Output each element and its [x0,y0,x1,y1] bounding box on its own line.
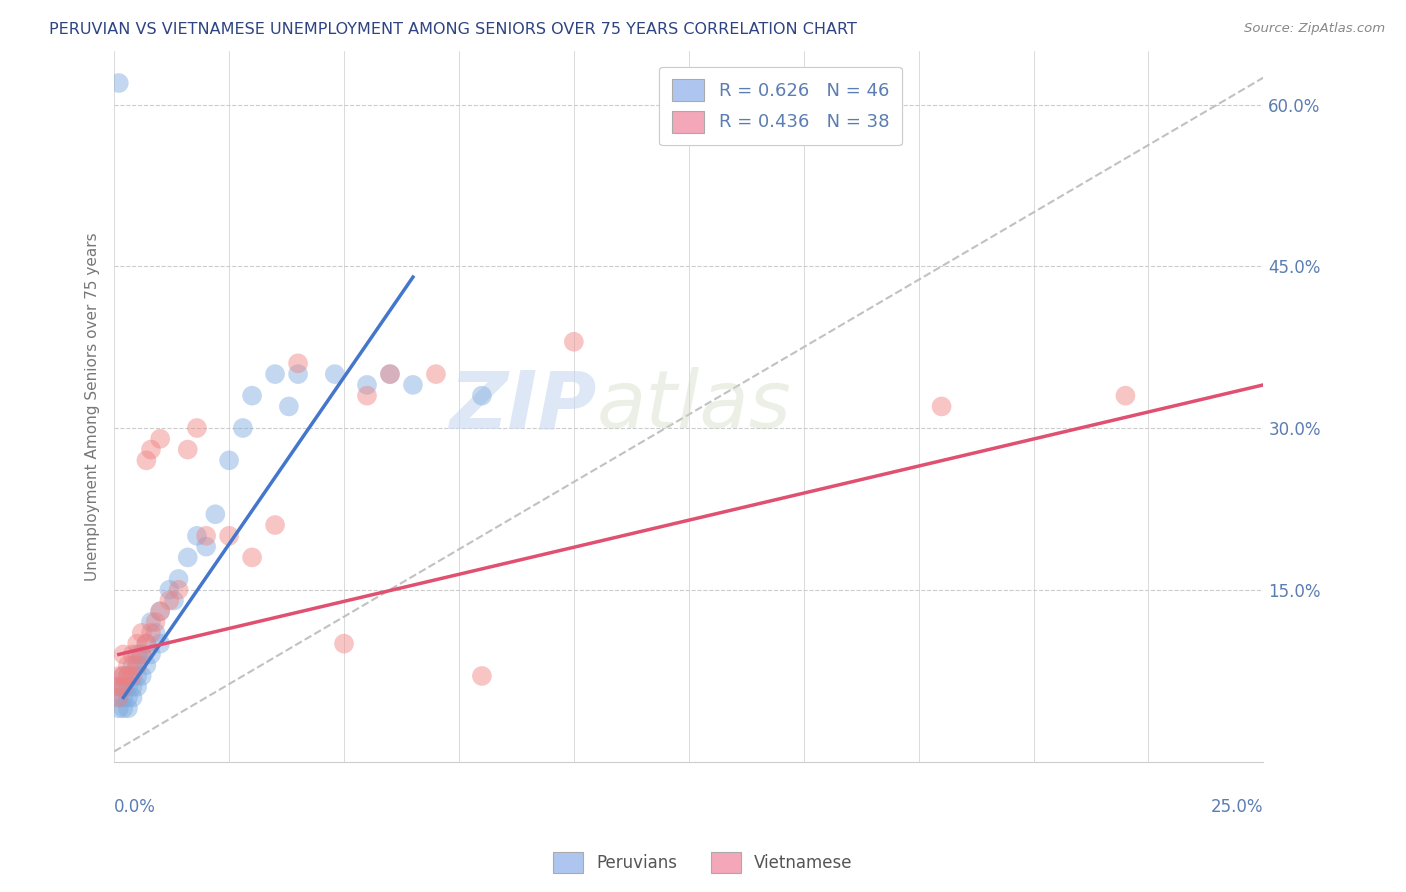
Point [931,400,953,414]
Point [264,367,287,381]
Point [127,680,149,694]
Point [135,658,157,673]
Point [127,658,149,673]
Point [149,604,172,618]
Point [131,648,153,662]
Point [139,648,162,662]
Point [157,593,180,607]
Point [149,604,172,618]
Point [333,637,356,651]
Point [204,508,226,522]
Point [167,572,190,586]
Point [232,421,254,435]
Point [127,658,149,673]
Point [107,701,129,715]
Text: ZIP: ZIP [450,368,596,445]
Point [145,615,167,629]
Point [117,669,139,683]
Point [107,690,129,705]
Point [177,442,200,457]
Point [167,582,190,597]
Point [117,680,139,694]
Point [240,550,263,565]
Point [277,400,299,414]
Text: PERUVIAN VS VIETNAMESE UNEMPLOYMENT AMONG SENIORS OVER 75 YEARS CORRELATION CHAR: PERUVIAN VS VIETNAMESE UNEMPLOYMENT AMON… [49,22,858,37]
Point [107,76,129,90]
Point [121,680,143,694]
Point [195,540,218,554]
Point [139,442,162,457]
Point [117,690,139,705]
Point [117,701,139,715]
Point [186,421,208,435]
Point [112,669,135,683]
Point [240,389,263,403]
Point [112,680,135,694]
Point [195,529,218,543]
Point [127,637,149,651]
Point [131,625,153,640]
Legend: R = 0.626   N = 46, R = 0.436   N = 38: R = 0.626 N = 46, R = 0.436 N = 38 [659,67,903,145]
Point [264,518,287,533]
Point [135,637,157,651]
Point [121,648,143,662]
Point [121,658,143,673]
Point [425,367,447,381]
Point [218,529,240,543]
Text: 25.0%: 25.0% [1211,797,1264,816]
Point [186,529,208,543]
Point [127,669,149,683]
Point [121,669,143,683]
Point [378,367,401,381]
Point [356,389,378,403]
Point [139,615,162,629]
Point [562,334,585,349]
Point [112,701,135,715]
Point [163,593,186,607]
Point [177,550,200,565]
Text: atlas: atlas [596,368,792,445]
Point [139,625,162,640]
Point [107,690,129,705]
Point [112,669,135,683]
Point [112,680,135,694]
Point [135,453,157,467]
Point [117,658,139,673]
Point [471,389,494,403]
Point [157,582,180,597]
Point [112,690,135,705]
Point [121,690,143,705]
Point [323,367,346,381]
Point [287,356,309,370]
Text: Source: ZipAtlas.com: Source: ZipAtlas.com [1244,22,1385,36]
Point [356,377,378,392]
Point [402,377,425,392]
Point [149,637,172,651]
Point [218,453,240,467]
Point [471,669,494,683]
Point [107,680,129,694]
Point [112,648,135,662]
Point [145,625,167,640]
Point [135,637,157,651]
Point [287,367,309,381]
Point [117,669,139,683]
Point [107,669,129,683]
Text: 0.0%: 0.0% [114,797,156,816]
Y-axis label: Unemployment Among Seniors over 75 years: Unemployment Among Seniors over 75 years [86,232,100,581]
Point [1114,389,1136,403]
Point [131,648,153,662]
Point [378,367,401,381]
Point [131,669,153,683]
Legend: Peruvians, Vietnamese: Peruvians, Vietnamese [547,846,859,880]
Point [107,680,129,694]
Point [149,432,172,446]
Point [127,648,149,662]
